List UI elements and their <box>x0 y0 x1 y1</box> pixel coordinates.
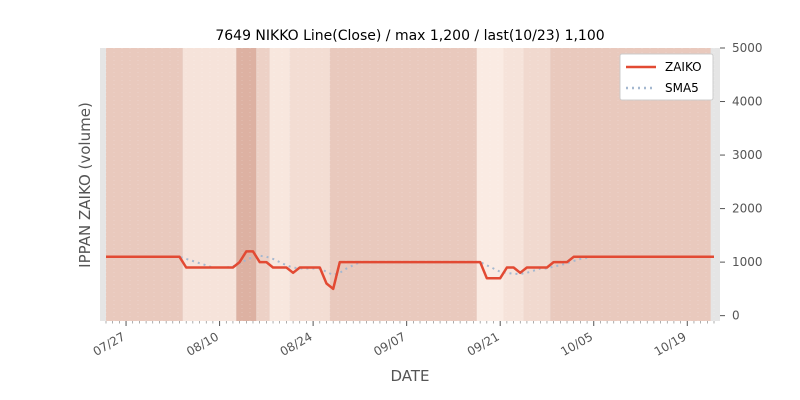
x-tick-label: 10/19 <box>652 329 689 358</box>
chart-title: 7649 NIKKO Line(Close) / max 1,200 / las… <box>215 28 604 44</box>
x-tick-label: 10/05 <box>558 329 595 358</box>
volume-band <box>182 48 237 321</box>
series-line-zaiko <box>106 250 714 291</box>
y-tick-label: 3000 <box>732 148 763 162</box>
volume-band <box>256 48 270 321</box>
y-tick-label: 5000 <box>732 41 763 55</box>
y-tick-label: 4000 <box>732 95 763 109</box>
series-lines <box>106 250 714 291</box>
y-tick-label: 0 <box>732 309 740 323</box>
x-tick-label: 09/21 <box>465 329 502 358</box>
volume-band <box>269 48 290 321</box>
legend-box <box>619 53 714 101</box>
volume-band <box>106 48 183 321</box>
y-tick-label: 2000 <box>732 202 763 216</box>
x-tick-label: 09/07 <box>371 329 408 358</box>
volume-band <box>236 48 257 321</box>
y-tick-label: 1000 <box>732 255 763 269</box>
volume-band <box>329 48 477 321</box>
volume-band <box>476 48 504 321</box>
x-axis-ticks: 07/27 08/10 08/24 09/07 09/21 10/05 10/19 <box>91 321 715 359</box>
legend: ZAIKO SMA5 <box>619 53 714 101</box>
x-tick-label: 08/10 <box>184 329 221 358</box>
volume-band <box>503 48 524 321</box>
legend-zaiko-label: ZAIKO <box>665 60 702 74</box>
y-axis-ticks: 0 1000 2000 3000 4000 5000 <box>720 41 763 323</box>
x-tick-label: 07/27 <box>91 329 128 358</box>
x-axis-label: DATE <box>390 367 429 385</box>
y-axis-label: IPPAN ZAIKO (volume) <box>76 102 94 268</box>
legend-sma5-label: SMA5 <box>665 81 699 95</box>
volume-band <box>523 48 551 321</box>
grid-lines <box>105 48 715 321</box>
x-tick-label: 08/24 <box>278 329 315 358</box>
